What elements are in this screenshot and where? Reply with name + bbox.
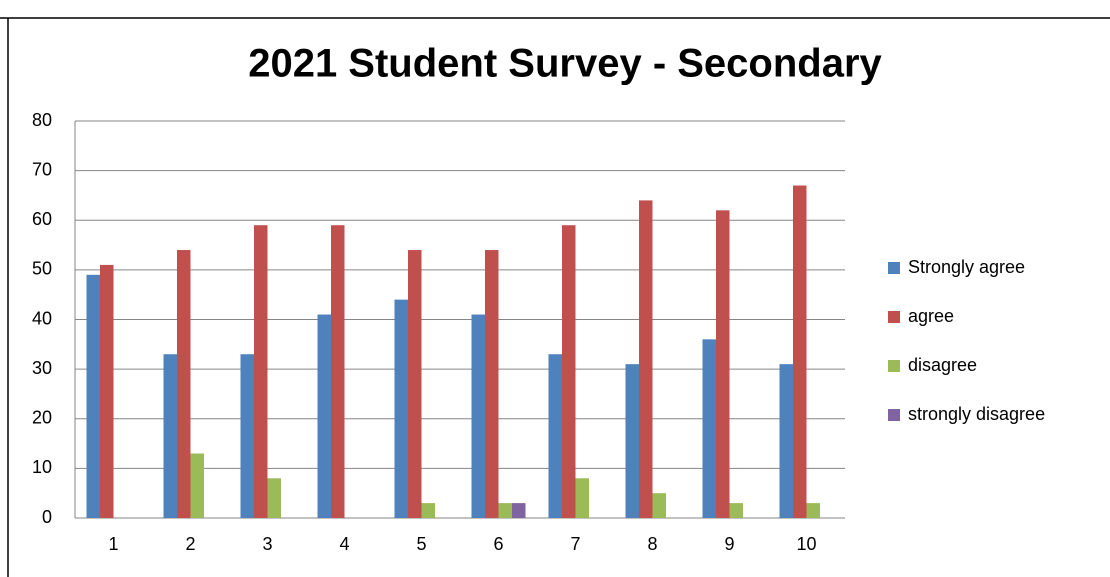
- legend-swatch: [888, 409, 900, 421]
- chart-title: 2021 Student Survey - Secondary: [248, 42, 882, 86]
- legend-swatch: [888, 360, 900, 372]
- bar: [100, 264, 114, 518]
- y-tick-label: 20: [32, 408, 52, 428]
- x-tick-label: 9: [724, 534, 734, 554]
- legend-label: strongly disagree: [908, 404, 1045, 424]
- bar: [240, 354, 254, 518]
- bar: [639, 200, 653, 518]
- y-tick-label: 0: [42, 507, 52, 527]
- x-tick-label: 3: [262, 534, 272, 554]
- bar: [408, 250, 422, 518]
- bar: [793, 185, 807, 518]
- x-tick-label: 4: [339, 534, 349, 554]
- bar: [394, 299, 408, 518]
- bar: [177, 250, 191, 518]
- y-tick-label: 70: [32, 159, 52, 179]
- legend-label: disagree: [908, 355, 977, 375]
- y-tick-label: 40: [32, 308, 52, 328]
- x-tick-label: 1: [108, 534, 118, 554]
- y-tick-label: 30: [32, 358, 52, 378]
- bar: [652, 493, 666, 518]
- bar: [512, 503, 526, 518]
- x-tick-label: 6: [493, 534, 503, 554]
- bar: [317, 314, 331, 518]
- legend-swatch: [888, 262, 900, 274]
- x-tick-label: 10: [796, 534, 816, 554]
- bar: [485, 250, 499, 518]
- x-tick-label: 7: [570, 534, 580, 554]
- legend-label: agree: [908, 306, 954, 326]
- bar: [254, 225, 268, 518]
- y-tick-label: 50: [32, 259, 52, 279]
- bar: [729, 503, 743, 518]
- bar: [267, 478, 281, 518]
- bar: [498, 503, 512, 518]
- legend-swatch: [888, 311, 900, 323]
- bar: [575, 478, 589, 518]
- bar: [716, 210, 730, 518]
- bar: [331, 225, 345, 518]
- bar: [471, 314, 485, 518]
- bar: [562, 225, 576, 518]
- bar: [779, 364, 793, 518]
- bar: [625, 364, 639, 518]
- bar: [548, 354, 562, 518]
- bar: [190, 453, 204, 518]
- y-tick-label: 80: [32, 110, 52, 130]
- bar: [702, 339, 716, 518]
- x-tick-label: 8: [647, 534, 657, 554]
- bar: [806, 503, 820, 518]
- y-tick-label: 60: [32, 209, 52, 229]
- bar: [421, 503, 435, 518]
- x-tick-label: 5: [416, 534, 426, 554]
- y-tick-label: 10: [32, 457, 52, 477]
- x-tick-label: 2: [185, 534, 195, 554]
- legend-label: Strongly agree: [908, 257, 1025, 277]
- bar: [86, 274, 100, 518]
- bar: [163, 354, 177, 518]
